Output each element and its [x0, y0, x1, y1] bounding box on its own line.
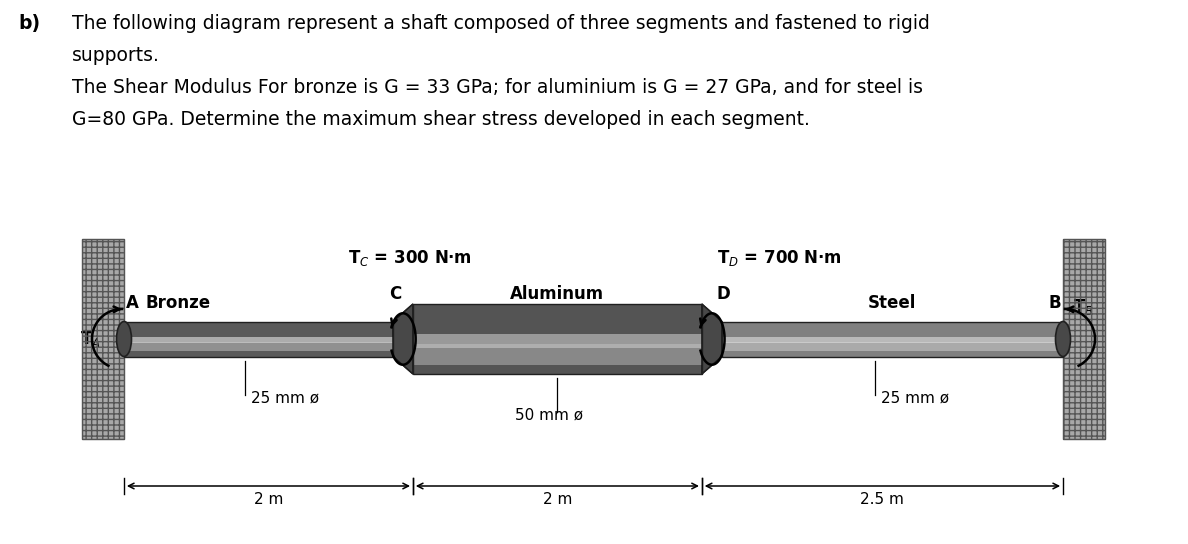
Text: Aluminum: Aluminum	[511, 285, 605, 303]
Bar	[124, 322, 393, 356]
Bar	[413, 344, 702, 365]
Text: C: C	[388, 285, 402, 303]
Polygon shape	[702, 304, 722, 374]
Bar	[124, 342, 393, 351]
Text: T$_C$ = 300 N·m: T$_C$ = 300 N·m	[348, 248, 472, 268]
Text: T$_A$: T$_A$	[80, 329, 100, 349]
Text: 2 m: 2 m	[543, 492, 573, 507]
Text: G=80 GPa. Determine the maximum shear stress developed in each segment.: G=80 GPa. Determine the maximum shear st…	[72, 110, 810, 129]
Text: The Shear Modulus For bronze is G = 33 GPa; for aluminium is G = 27 GPa, and for: The Shear Modulus For bronze is G = 33 G…	[72, 78, 923, 97]
Text: 2.5 m: 2.5 m	[860, 492, 904, 507]
Text: D: D	[718, 285, 731, 303]
Bar	[413, 304, 702, 374]
Text: supports.: supports.	[72, 46, 160, 65]
Bar	[413, 304, 702, 374]
Bar	[722, 322, 1063, 356]
Bar	[124, 337, 393, 343]
Polygon shape	[393, 304, 413, 374]
Bar	[1063, 239, 1105, 439]
Text: b): b)	[18, 14, 40, 33]
Bar	[722, 322, 1063, 356]
Text: 25 mm ø: 25 mm ø	[881, 391, 949, 405]
Bar	[413, 335, 702, 348]
Bar	[124, 322, 393, 356]
Text: 25 mm ø: 25 mm ø	[251, 391, 320, 405]
Bar	[82, 239, 124, 439]
Bar	[722, 342, 1063, 351]
Text: B: B	[1049, 294, 1061, 312]
Text: 50 mm ø: 50 mm ø	[516, 408, 583, 423]
Text: T$_D$ = 700 N·m: T$_D$ = 700 N·m	[716, 248, 841, 268]
Bar	[1063, 239, 1105, 439]
Text: Bronze: Bronze	[146, 294, 211, 312]
Text: Steel: Steel	[868, 294, 917, 312]
Text: T$_B$: T$_B$	[1073, 297, 1094, 317]
Text: 2 m: 2 m	[254, 492, 283, 507]
Bar	[722, 337, 1063, 343]
Text: The following diagram represent a shaft composed of three segments and fastened : The following diagram represent a shaft …	[72, 14, 930, 33]
Ellipse shape	[116, 322, 132, 356]
Ellipse shape	[1055, 322, 1070, 356]
Text: A: A	[126, 294, 139, 312]
Bar	[82, 239, 124, 439]
